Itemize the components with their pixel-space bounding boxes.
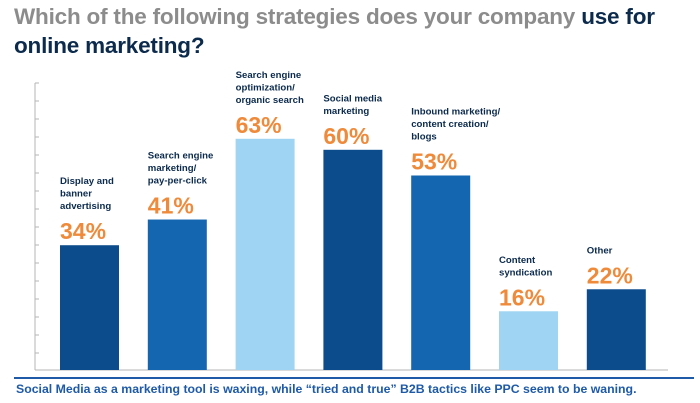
bar [235, 138, 295, 370]
bar [586, 289, 646, 370]
bar [499, 311, 558, 370]
category-label: content creation/ [411, 119, 489, 130]
category-label: Inbound marketing/ [411, 106, 500, 117]
category-label: advertising [60, 201, 111, 212]
category-label: banner [60, 189, 92, 200]
data-label: 53% [411, 148, 457, 174]
footer-caption: Social Media as a marketing tool is waxi… [16, 382, 637, 396]
bar [147, 219, 207, 370]
data-label: 41% [148, 193, 194, 219]
category-label: Other [587, 245, 613, 256]
title-part-1: Which of the following strategies does y… [14, 4, 576, 29]
title-part-2: use for [581, 4, 655, 29]
data-label: 22% [587, 262, 633, 288]
title-part-3: online marketing? [14, 33, 205, 58]
chart-title: Which of the following strategies does y… [14, 2, 694, 60]
bar [60, 245, 119, 370]
category-label: pay-per-click [148, 176, 208, 187]
data-label: 34% [60, 218, 106, 244]
category-label: marketing/ [148, 163, 197, 174]
data-label: 16% [499, 284, 545, 310]
category-label: optimization/ [236, 82, 295, 93]
category-label: blogs [411, 131, 437, 142]
category-label: organic search [236, 95, 304, 106]
category-label: Display and [60, 176, 114, 187]
footer-divider [14, 377, 694, 379]
bar [323, 149, 383, 370]
category-label: Search engine [148, 151, 214, 162]
category-label: marketing [323, 106, 369, 117]
category-label: Content [499, 255, 536, 266]
category-label: Search engine [236, 70, 302, 81]
data-label: 60% [323, 123, 369, 149]
bar [411, 175, 471, 370]
data-label: 63% [236, 112, 282, 138]
category-label: syndication [499, 267, 552, 278]
category-label: Social media [323, 93, 382, 104]
